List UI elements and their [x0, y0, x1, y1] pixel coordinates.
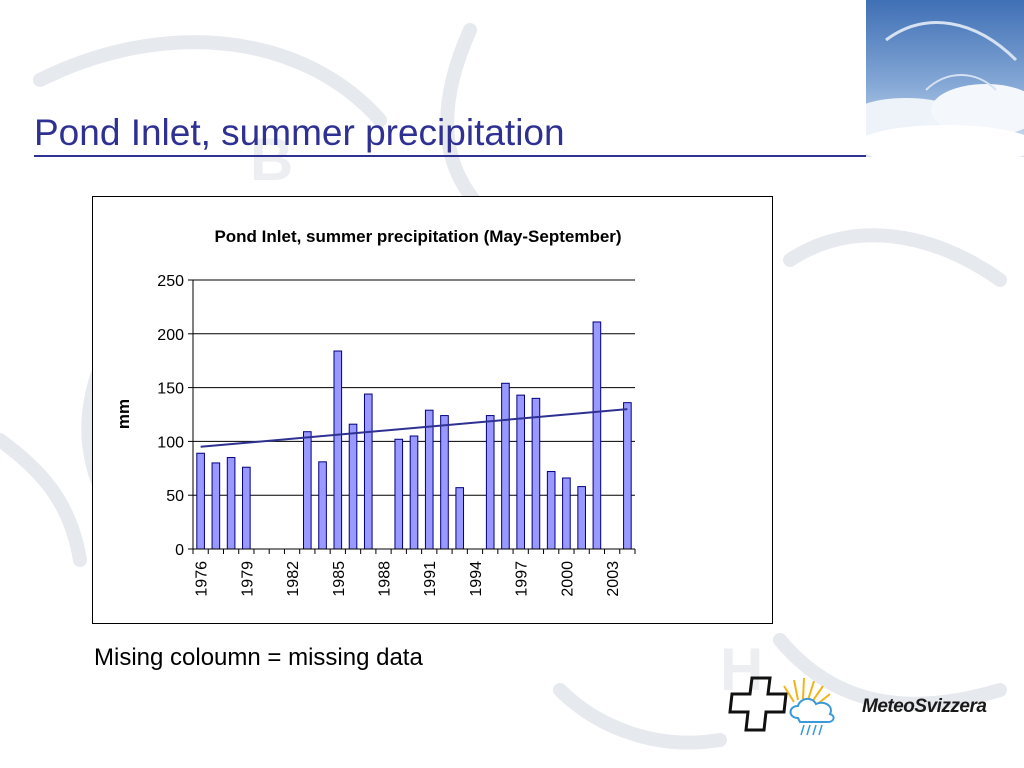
- slide-caption: Mising coloumn = missing data: [94, 644, 423, 671]
- y-tick-label: 50: [166, 488, 184, 505]
- bar: [242, 466, 251, 550]
- sky-photo: [866, 0, 1024, 157]
- bar: [501, 382, 510, 550]
- slide-title: Pond Inlet, summer precipitation: [34, 112, 565, 153]
- chart-frame: Pond Inlet, summer precipitation (May-Se…: [92, 196, 773, 624]
- bar: [226, 457, 236, 550]
- bar: [333, 350, 343, 550]
- bar: [623, 402, 632, 550]
- bar: [348, 423, 358, 550]
- bar: [455, 487, 465, 550]
- bar: [363, 393, 373, 550]
- bar: [211, 462, 221, 550]
- trend-line: [200, 408, 628, 448]
- bar: [562, 477, 571, 550]
- x-tick-label: 2000: [559, 561, 576, 597]
- bar: [592, 321, 602, 550]
- x-tick-label: 1982: [285, 561, 302, 597]
- bar: [409, 435, 419, 550]
- bar: [577, 486, 586, 550]
- x-tick-label: 2003: [605, 561, 622, 597]
- logo-wordmark: MeteoSvizzera: [862, 696, 987, 717]
- bar: [440, 415, 449, 550]
- bar: [303, 431, 312, 550]
- precipitation-bar-chart: Pond Inlet, summer precipitation (May-Se…: [114, 227, 636, 597]
- x-tick-label: 1994: [468, 561, 485, 597]
- x-tick-label: 1985: [331, 561, 348, 597]
- meteosvizzera-logo: [726, 672, 1016, 740]
- x-tick-label: 1988: [377, 561, 394, 597]
- svg-text:B: B: [250, 126, 293, 193]
- x-tick-label: 1991: [422, 561, 439, 597]
- bar: [394, 438, 404, 550]
- bar: [424, 409, 434, 550]
- title-underline: [34, 155, 870, 157]
- x-tick-label: 1997: [514, 561, 531, 597]
- svg-text:H: H: [720, 636, 763, 703]
- bar: [546, 471, 556, 550]
- x-tick-label: 1979: [239, 561, 256, 597]
- bar: [196, 452, 205, 550]
- bar: [485, 415, 495, 550]
- x-tick-label: 1976: [194, 561, 211, 597]
- y-tick-label: 250: [157, 273, 184, 290]
- bar: [531, 397, 541, 550]
- y-tick-label: 0: [175, 542, 184, 559]
- y-tick-label: 150: [157, 381, 184, 398]
- y-tick-label: 100: [157, 434, 184, 451]
- y-tick-label: 200: [157, 327, 184, 344]
- y-axis-label: mm: [114, 399, 133, 429]
- bar: [318, 461, 327, 550]
- chart-title: Pond Inlet, summer precipitation (May-Se…: [214, 227, 621, 246]
